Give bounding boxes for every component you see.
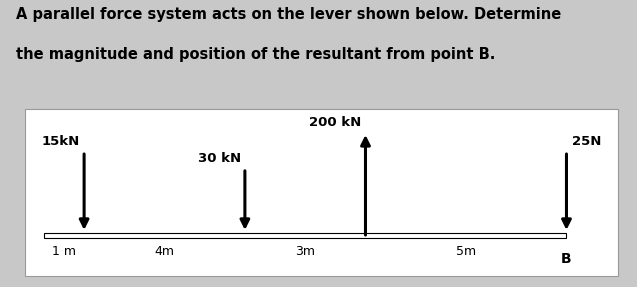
Text: 30 kN: 30 kN: [197, 152, 241, 165]
Text: B: B: [561, 253, 572, 266]
Text: 1 m: 1 m: [52, 245, 76, 257]
Text: A parallel force system acts on the lever shown below. Determine: A parallel force system acts on the leve…: [16, 7, 561, 22]
Bar: [44, 233, 566, 238]
Text: 15kN: 15kN: [42, 135, 80, 148]
Text: 200 kN: 200 kN: [309, 116, 361, 129]
Text: 5m: 5m: [456, 245, 476, 257]
Text: 25N: 25N: [573, 135, 602, 148]
Text: the magnitude and position of the resultant from point B.: the magnitude and position of the result…: [16, 47, 496, 62]
Text: 3m: 3m: [295, 245, 315, 257]
FancyBboxPatch shape: [25, 109, 618, 276]
Text: 4m: 4m: [155, 245, 175, 257]
